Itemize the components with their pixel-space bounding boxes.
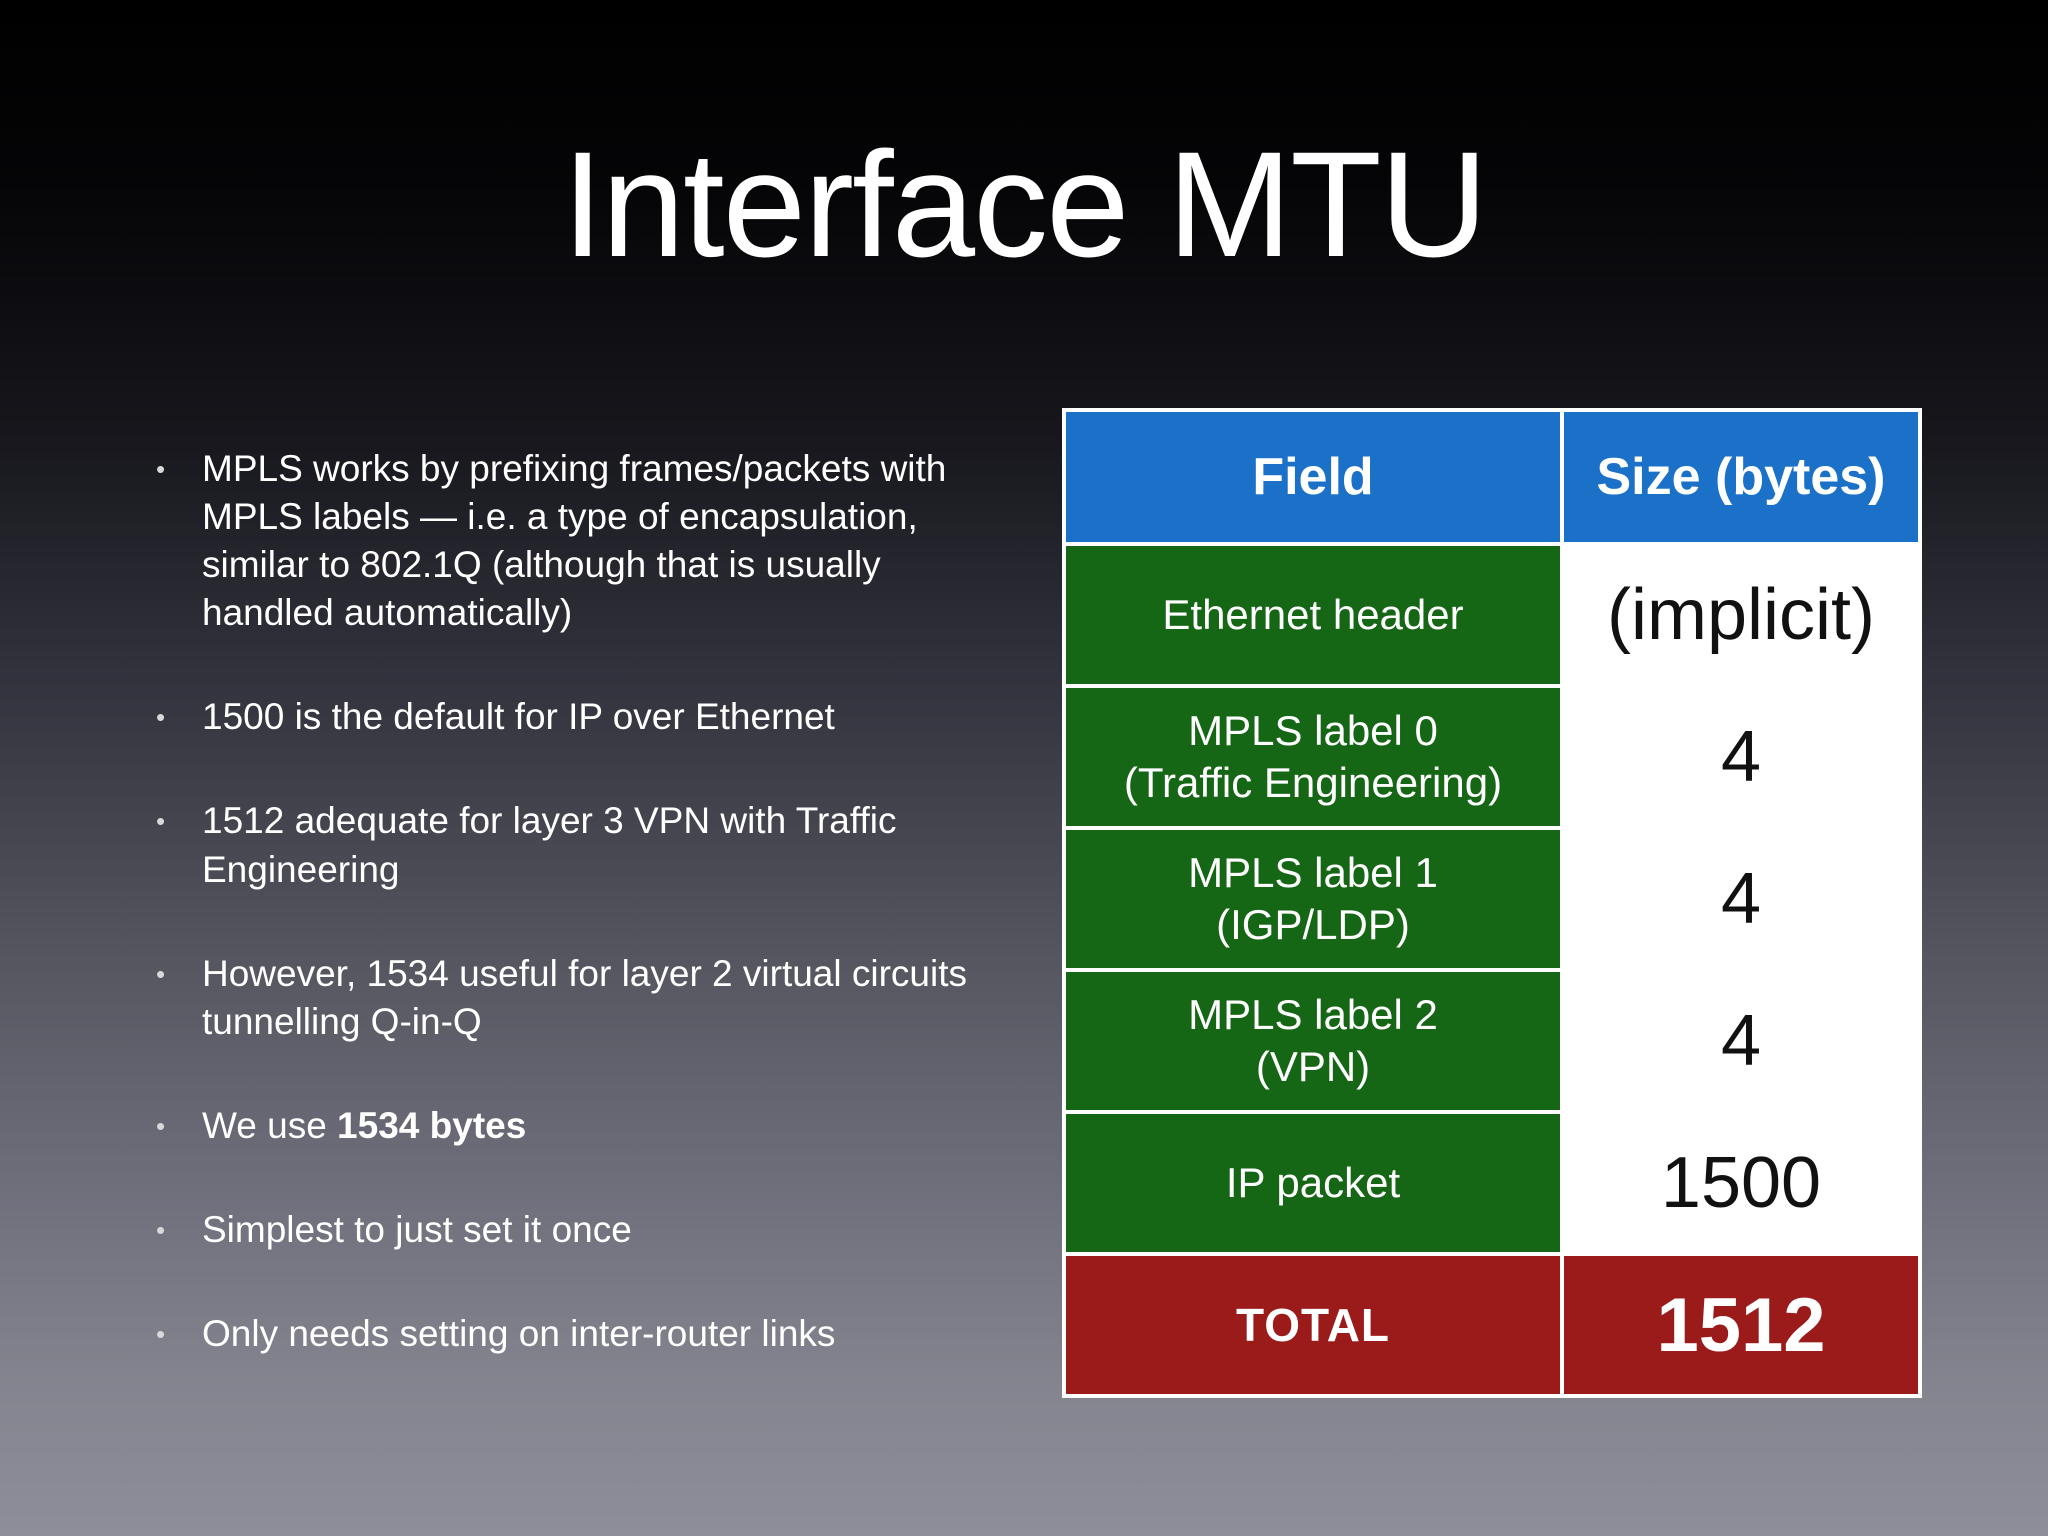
table-cell-size: (implicit) bbox=[1560, 542, 1922, 688]
bullet-marker: • bbox=[156, 958, 166, 989]
bullet-marker: • bbox=[156, 806, 166, 837]
page-title: Interface MTU bbox=[561, 120, 1488, 288]
bullet-text-prefix: We use bbox=[202, 1104, 338, 1146]
table-row: MPLS label 1 (IGP/LDP) 4 bbox=[1062, 826, 1922, 972]
bullet-text: Only needs setting on inter-router links bbox=[202, 1313, 836, 1355]
table-row: Ethernet header (implicit) bbox=[1062, 542, 1922, 688]
bullet-text-bold: 1534 bytes bbox=[337, 1104, 527, 1146]
bullet-marker: • bbox=[156, 454, 166, 484]
table-row: IP packet 1500 bbox=[1062, 1110, 1922, 1256]
table-cell-field: MPLS label 0 (Traffic Engineering) bbox=[1062, 684, 1564, 830]
table-total-row: TOTAL 1512 bbox=[1062, 1252, 1922, 1398]
bullet-marker: • bbox=[156, 702, 166, 733]
mtu-size-table: Field Size (bytes) Ethernet header (impl… bbox=[1062, 408, 1922, 1398]
table-header-row: Field Size (bytes) bbox=[1062, 408, 1922, 546]
bullet-marker: • bbox=[156, 1319, 166, 1350]
table-cell-size: 4 bbox=[1560, 684, 1922, 830]
table-cell-field: Ethernet header bbox=[1062, 542, 1564, 688]
bullet-text: Simplest to just set it once bbox=[202, 1208, 632, 1250]
bullet-marker: • bbox=[156, 1214, 166, 1245]
table-cell-field: IP packet bbox=[1062, 1110, 1564, 1256]
bullet-item: • MPLS works by prefixing frames/packets… bbox=[150, 445, 980, 637]
table-total-value: 1512 bbox=[1560, 1252, 1922, 1398]
bullet-text: 1500 is the default for IP over Ethernet bbox=[202, 696, 835, 738]
bullet-item: • 1500 is the default for IP over Ethern… bbox=[150, 693, 980, 741]
table-cell-size: 1500 bbox=[1560, 1110, 1922, 1256]
table-header-size: Size (bytes) bbox=[1560, 408, 1922, 546]
bullet-item: • Only needs setting on inter-router lin… bbox=[150, 1310, 980, 1358]
bullet-text: 1512 adequate for layer 3 VPN with Traff… bbox=[202, 800, 897, 890]
table-cell-field: MPLS label 1 (IGP/LDP) bbox=[1062, 826, 1564, 972]
bullet-item: • However, 1534 useful for layer 2 virtu… bbox=[150, 950, 980, 1046]
table-header-field: Field bbox=[1062, 408, 1564, 546]
bullet-list: • MPLS works by prefixing frames/packets… bbox=[150, 445, 980, 1414]
bullet-item: • Simplest to just set it once bbox=[150, 1206, 980, 1254]
bullet-text: We use 1534 bytes bbox=[202, 1102, 980, 1150]
bullet-text: MPLS works by prefixing frames/packets w… bbox=[202, 448, 947, 634]
table-total-label: TOTAL bbox=[1062, 1252, 1564, 1398]
bullet-marker: • bbox=[156, 1110, 166, 1141]
table-cell-field: MPLS label 2 (VPN) bbox=[1062, 968, 1564, 1114]
table-row: MPLS label 0 (Traffic Engineering) 4 bbox=[1062, 684, 1922, 830]
table-cell-size: 4 bbox=[1560, 968, 1922, 1114]
table-cell-size: 4 bbox=[1560, 826, 1922, 972]
table-row: MPLS label 2 (VPN) 4 bbox=[1062, 968, 1922, 1114]
bullet-item: • We use 1534 bytes bbox=[150, 1102, 980, 1150]
bullet-text: However, 1534 useful for layer 2 virtual… bbox=[202, 952, 968, 1042]
bullet-item: • 1512 adequate for layer 3 VPN with Tra… bbox=[150, 797, 980, 893]
